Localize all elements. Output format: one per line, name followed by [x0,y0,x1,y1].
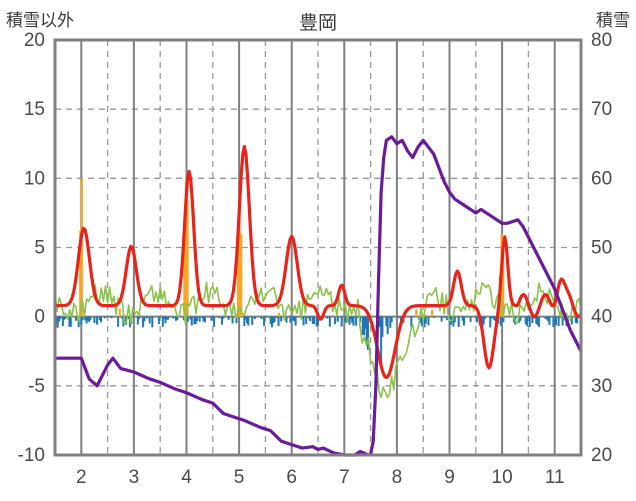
left-axis-label: 積雪以外 [6,6,74,31]
svg-text:0: 0 [34,307,45,328]
svg-text:6: 6 [286,467,297,488]
svg-text:4: 4 [181,467,192,488]
svg-text:-5: -5 [28,376,45,397]
chart-container: 豊岡 積雪以外 積雪 -10 -5 0 5 10 15 20 20 30 40 50 60 70 80 2 3… [0,0,636,501]
svg-text:5: 5 [234,467,245,488]
svg-text:3: 3 [129,467,140,488]
svg-text:70: 70 [591,99,612,120]
svg-text:15: 15 [24,99,45,120]
svg-text:20: 20 [591,445,612,466]
chart-title: 豊岡 [0,8,636,35]
svg-text:5: 5 [34,238,45,259]
svg-text:40: 40 [591,307,612,328]
svg-text:-10: -10 [18,445,45,466]
plot-svg[interactable]: -10-505101520203040506070802 3 4 5 6 7 8 9 10 11 [0,0,636,501]
svg-text:60: 60 [591,168,612,189]
svg-text:7: 7 [339,467,350,488]
svg-text:2: 2 [76,467,87,488]
svg-text:8: 8 [392,467,403,488]
svg-text:50: 50 [591,238,612,259]
svg-text:11: 11 [545,467,565,488]
svg-text:10: 10 [24,168,45,189]
svg-text:9: 9 [444,467,455,488]
svg-text:30: 30 [591,376,612,397]
svg-text:10: 10 [492,467,513,488]
right-axis-label: 積雪 [596,6,630,31]
